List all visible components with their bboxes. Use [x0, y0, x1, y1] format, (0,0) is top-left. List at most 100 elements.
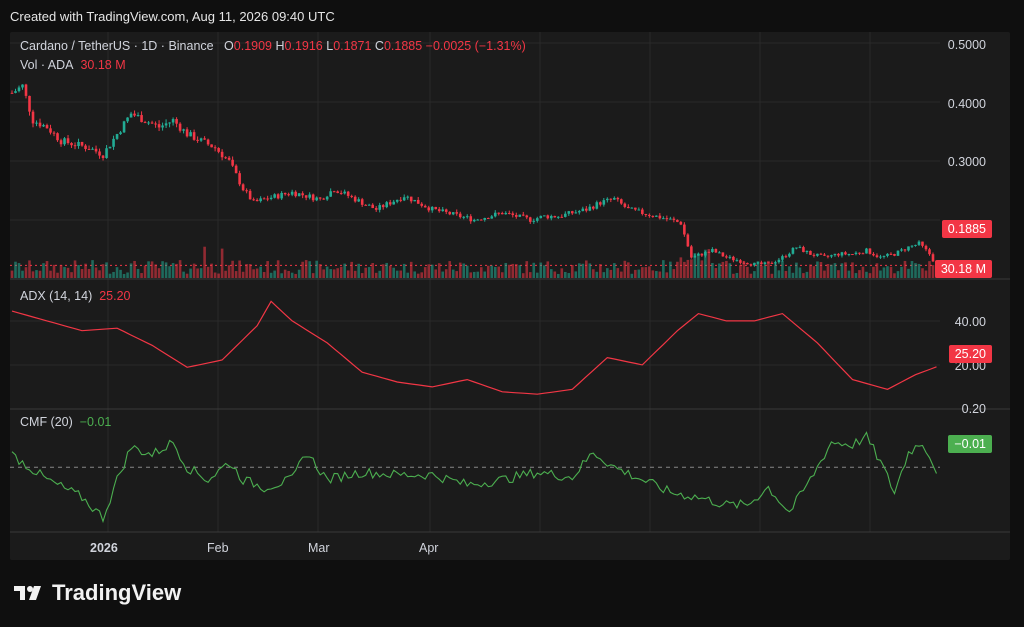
candle-body: [276, 194, 280, 199]
volume-bar: [84, 263, 87, 278]
volume-bar: [371, 262, 374, 278]
candle-body: [154, 123, 157, 125]
volume-bar: [833, 263, 837, 278]
candle-body: [122, 121, 126, 133]
candle-body: [620, 199, 623, 204]
grid-lines: [10, 32, 940, 532]
candle-body: [676, 219, 679, 222]
candle-body: [283, 192, 287, 195]
volume-bar: [413, 271, 417, 278]
volume-bar: [893, 273, 896, 278]
volume-bar: [409, 261, 413, 278]
candle-body: [56, 133, 59, 141]
candle-body: [280, 192, 283, 199]
candle-body: [360, 199, 364, 205]
volume-bar: [542, 265, 546, 278]
candle-body: [234, 165, 238, 174]
candle-body: [609, 198, 613, 200]
volume-bar: [739, 265, 742, 278]
pane-separators: [10, 278, 1010, 533]
candle-body: [196, 139, 199, 141]
volume-bar: [532, 262, 536, 278]
chart-area[interactable]: Cardano / TetherUS · 1D · Binance O0.190…: [10, 32, 1010, 560]
volume-bar: [38, 270, 42, 278]
volume-badge: 30.18 M: [934, 260, 992, 278]
volume-bar: [378, 270, 381, 278]
candle-body: [220, 151, 224, 158]
candle-body: [255, 199, 259, 202]
candle-body: [178, 123, 182, 131]
price-tick: 0.3000: [947, 155, 986, 169]
candle-body: [339, 192, 343, 194]
candle-body: [599, 202, 602, 205]
volume-bar: [227, 265, 231, 278]
candle-body: [238, 173, 241, 185]
volume-bar: [290, 272, 294, 278]
candle-body: [297, 193, 301, 197]
volume-series: [10, 246, 938, 278]
candle-body: [101, 155, 105, 158]
candle-body: [546, 215, 550, 219]
volume-bar: [644, 267, 648, 278]
candle-body: [858, 252, 861, 254]
candle-body: [346, 191, 350, 196]
candle-body: [574, 212, 578, 214]
chart-canvas[interactable]: [10, 32, 1010, 560]
volume-bar: [910, 261, 914, 278]
volume-bar: [500, 272, 504, 278]
symbol-title: Cardano / TetherUS · 1D · Binance: [20, 39, 214, 53]
volume-bar: [588, 263, 592, 278]
volume-bar: [231, 260, 234, 278]
candle-body: [595, 202, 599, 209]
volume-bar: [581, 263, 585, 278]
candle-body: [686, 234, 690, 247]
volume-bar: [493, 266, 497, 278]
volume-bar: [203, 246, 206, 278]
candle-body: [21, 84, 24, 88]
brand-name: TradingView: [52, 580, 182, 605]
volume-bar: [56, 272, 59, 278]
volume-bar: [80, 268, 84, 278]
volume-bar: [686, 259, 690, 278]
candle-body: [315, 197, 318, 201]
candle-body: [872, 253, 875, 256]
candle-body: [171, 119, 175, 123]
volume-bar: [763, 265, 767, 278]
volume-bar: [427, 264, 431, 278]
cmf-tick: 0.20: [961, 402, 986, 416]
candle-body: [227, 157, 231, 160]
volume-bar: [858, 270, 861, 278]
candle-body: [168, 122, 171, 124]
candle-body: [714, 248, 718, 253]
candle-body: [504, 212, 508, 215]
candle-body: [553, 215, 557, 218]
volume-bar: [819, 262, 823, 278]
volume-bar: [767, 260, 770, 278]
candle-body: [66, 138, 70, 144]
candle-body: [812, 254, 816, 256]
candle-body: [886, 253, 889, 256]
volume-bar: [514, 264, 518, 278]
candle-body: [301, 193, 304, 196]
volume-bar: [346, 270, 350, 278]
created-with-header: Created with TradingView.com, Aug 11, 20…: [10, 9, 335, 24]
candle-body: [718, 252, 721, 254]
candle-body: [567, 211, 571, 214]
volume-bar: [388, 265, 392, 278]
candle-body: [409, 196, 413, 202]
candle-body: [931, 254, 935, 262]
volume-bar: [297, 269, 301, 278]
volume-bar: [63, 267, 66, 278]
candle-body: [500, 212, 504, 215]
volume-bar: [476, 271, 480, 278]
volume-bar: [283, 269, 287, 278]
candle-body: [259, 198, 262, 202]
adx-legend: ADX (14, 14) 25.20: [20, 289, 131, 303]
candle-body: [476, 219, 480, 221]
candle-body: [332, 191, 336, 193]
candle-body: [679, 221, 683, 225]
candle-body: [252, 199, 255, 201]
volume-bar: [861, 266, 865, 278]
candle-body: [374, 208, 378, 210]
adx-line: [11, 300, 937, 395]
